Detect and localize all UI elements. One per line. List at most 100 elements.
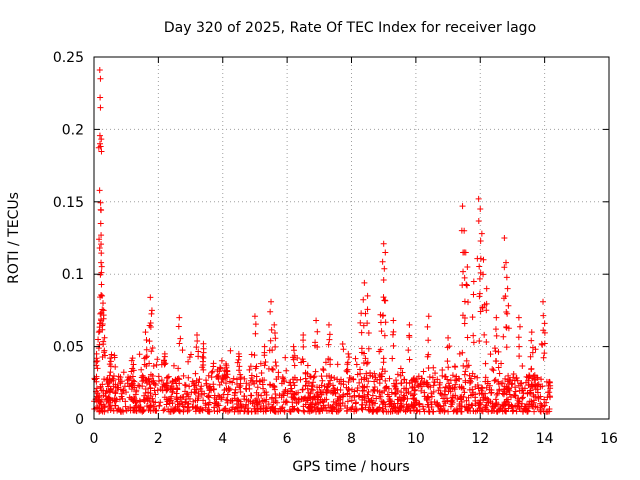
data-point [272,391,279,398]
data-point [175,375,182,382]
data-point [142,377,149,384]
data-point [231,392,238,399]
data-point [543,378,550,385]
data-point [406,334,413,341]
data-point [462,368,469,375]
data-point [284,388,291,395]
data-point [147,407,154,414]
data-point [302,369,309,376]
data-point [381,387,388,394]
data-point [175,323,182,330]
data-point [169,389,176,396]
data-point [131,378,138,385]
data-point [491,345,498,352]
data-point [272,343,279,350]
data-point [366,407,373,414]
data-point [210,381,217,388]
data-point [115,384,122,391]
data-point [135,382,142,389]
data-point [136,351,143,358]
data-point [192,408,199,415]
data-point [224,391,231,398]
data-point [408,377,415,384]
data-point [512,384,519,391]
data-point [234,396,241,403]
data-point [223,373,230,380]
data-point [500,295,507,302]
data-point [131,394,138,401]
data-point [262,358,269,365]
data-point [129,365,136,372]
data-point [97,384,104,391]
x-axis-title: GPS time / hours [292,459,409,475]
data-point [129,373,136,380]
y-tick-label: 0 [75,412,84,428]
data-point [391,382,398,389]
data-point [543,399,550,406]
data-point [461,389,468,396]
data-point [268,394,275,401]
data-point [261,362,268,369]
data-point [474,407,481,414]
data-point [546,379,553,386]
data-point [397,365,404,372]
data-point [306,394,313,401]
data-point [348,397,355,404]
data-point [483,406,490,413]
data-point [403,389,410,396]
data-point [452,392,459,399]
data-point [362,404,369,411]
data-point-peak [390,317,397,324]
data-point [237,375,244,382]
data-point-peak [462,249,469,256]
data-point [236,353,243,360]
data-point [148,348,155,355]
data-point [334,361,341,368]
data-point [502,407,509,414]
data-point [330,404,337,411]
data-point [481,331,488,338]
data-point [463,281,470,288]
data-point [143,403,150,410]
data-point [252,321,259,328]
data-point [96,132,103,139]
data-point [396,404,403,411]
data-point [205,372,212,379]
data-point [210,363,217,370]
data-point [344,391,351,398]
y-tick-label: 0.2 [62,122,84,138]
data-point-peak [541,320,548,327]
data-point [146,381,153,388]
data-point [428,390,435,397]
data-point [368,396,375,403]
data-point [125,405,132,412]
data-point [273,362,280,369]
data-point [379,312,386,319]
data-point [327,361,334,368]
data-point [174,384,181,391]
data-point [357,366,364,373]
data-point [532,393,539,400]
x-tick-label: 0 [90,431,99,447]
data-point [538,376,545,383]
data-point [359,401,366,408]
data-point [425,394,432,401]
data-point-peak [300,332,307,339]
data-point [429,374,436,381]
data-point [176,380,183,387]
data-point [210,404,217,411]
data-point [411,391,418,398]
data-point [268,326,275,333]
data-point [151,403,158,410]
data-point [226,386,233,393]
data-point [297,376,304,383]
data-point-peak [480,256,487,263]
data-point [193,344,200,351]
data-point [312,368,319,375]
data-point [476,293,483,300]
data-point [431,379,438,386]
data-point [491,403,498,410]
data-point [490,367,497,374]
data-point-peak [382,249,389,256]
data-point [505,325,512,332]
